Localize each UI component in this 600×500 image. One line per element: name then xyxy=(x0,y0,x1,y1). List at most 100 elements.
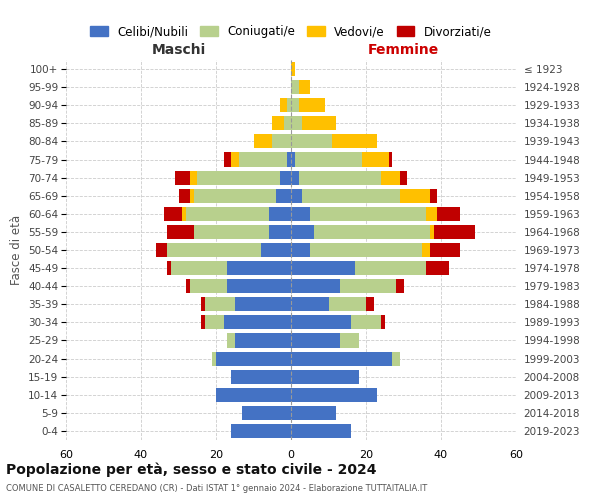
Bar xyxy=(163,207,182,221)
Bar xyxy=(235,334,291,347)
Bar xyxy=(291,207,310,221)
Bar xyxy=(362,152,389,166)
Bar xyxy=(426,207,437,221)
Bar xyxy=(291,80,299,94)
Bar xyxy=(284,116,291,130)
Bar xyxy=(193,188,276,203)
Bar xyxy=(190,170,197,184)
Bar xyxy=(201,297,205,312)
Bar xyxy=(400,170,407,184)
Bar xyxy=(314,225,430,239)
Bar xyxy=(291,424,351,438)
Bar xyxy=(430,225,433,239)
Text: Popolazione per età, sesso e stato civile - 2024: Popolazione per età, sesso e stato civil… xyxy=(6,462,377,477)
Bar xyxy=(182,207,186,221)
Bar xyxy=(216,388,291,402)
Bar xyxy=(197,170,280,184)
Text: Maschi: Maschi xyxy=(151,44,206,58)
Bar xyxy=(310,243,422,257)
Bar xyxy=(227,334,235,347)
Bar xyxy=(430,243,460,257)
Bar xyxy=(437,207,460,221)
Bar xyxy=(366,297,373,312)
Bar xyxy=(175,170,190,184)
Bar xyxy=(299,170,381,184)
Bar xyxy=(167,261,171,275)
Bar xyxy=(332,134,377,148)
Bar xyxy=(272,134,291,148)
Bar xyxy=(291,316,351,330)
Bar xyxy=(171,261,227,275)
Bar xyxy=(291,279,340,293)
Bar xyxy=(302,116,336,130)
Bar xyxy=(302,188,400,203)
Bar xyxy=(280,170,291,184)
Bar xyxy=(291,406,336,420)
Bar xyxy=(216,352,291,366)
Bar xyxy=(291,98,299,112)
Bar xyxy=(190,279,227,293)
Bar xyxy=(280,98,287,112)
Bar xyxy=(295,152,362,166)
Bar xyxy=(291,388,377,402)
Bar xyxy=(351,316,381,330)
Bar xyxy=(430,188,437,203)
Bar xyxy=(422,243,430,257)
Bar xyxy=(231,370,291,384)
Legend: Celibi/Nubili, Coniugati/e, Vedovi/e, Divorziati/e: Celibi/Nubili, Coniugati/e, Vedovi/e, Di… xyxy=(86,20,496,42)
Bar xyxy=(392,352,400,366)
Bar xyxy=(193,225,269,239)
Bar xyxy=(400,188,430,203)
Bar xyxy=(269,207,291,221)
Bar xyxy=(291,261,355,275)
Bar xyxy=(291,188,302,203)
Bar xyxy=(179,188,190,203)
Bar xyxy=(254,134,272,148)
Bar xyxy=(396,279,404,293)
Bar xyxy=(291,116,302,130)
Bar xyxy=(190,188,193,203)
Text: Femmine: Femmine xyxy=(368,44,439,58)
Bar xyxy=(223,316,291,330)
Bar xyxy=(291,297,329,312)
Bar xyxy=(291,225,314,239)
Bar xyxy=(227,279,291,293)
Bar xyxy=(235,297,291,312)
Bar xyxy=(186,207,269,221)
Bar xyxy=(299,80,310,94)
Bar xyxy=(291,243,310,257)
Bar xyxy=(156,243,167,257)
Bar xyxy=(355,261,426,275)
Bar xyxy=(231,424,291,438)
Bar xyxy=(239,152,287,166)
Y-axis label: Fasce di età: Fasce di età xyxy=(10,215,23,285)
Bar xyxy=(276,188,291,203)
Bar xyxy=(223,152,231,166)
Bar xyxy=(167,243,261,257)
Text: COMUNE DI CASALETTO CEREDANO (CR) - Dati ISTAT 1° gennaio 2024 - Elaborazione TU: COMUNE DI CASALETTO CEREDANO (CR) - Dati… xyxy=(6,484,427,493)
Bar xyxy=(389,152,392,166)
Bar xyxy=(212,352,216,366)
Bar xyxy=(261,243,291,257)
Bar xyxy=(381,316,385,330)
Bar xyxy=(205,316,223,330)
Bar xyxy=(291,370,359,384)
Bar xyxy=(291,334,340,347)
Bar xyxy=(287,98,291,112)
Bar xyxy=(291,134,332,148)
Bar xyxy=(426,261,449,275)
Bar xyxy=(291,152,295,166)
Bar xyxy=(291,352,392,366)
Bar xyxy=(340,334,359,347)
Bar xyxy=(340,279,396,293)
Bar xyxy=(381,170,400,184)
Bar xyxy=(329,297,366,312)
Bar xyxy=(310,207,426,221)
Bar xyxy=(242,406,291,420)
Bar xyxy=(272,116,284,130)
Bar xyxy=(231,152,239,166)
Bar xyxy=(287,152,291,166)
Bar xyxy=(201,316,205,330)
Bar xyxy=(299,98,325,112)
Bar xyxy=(167,225,193,239)
